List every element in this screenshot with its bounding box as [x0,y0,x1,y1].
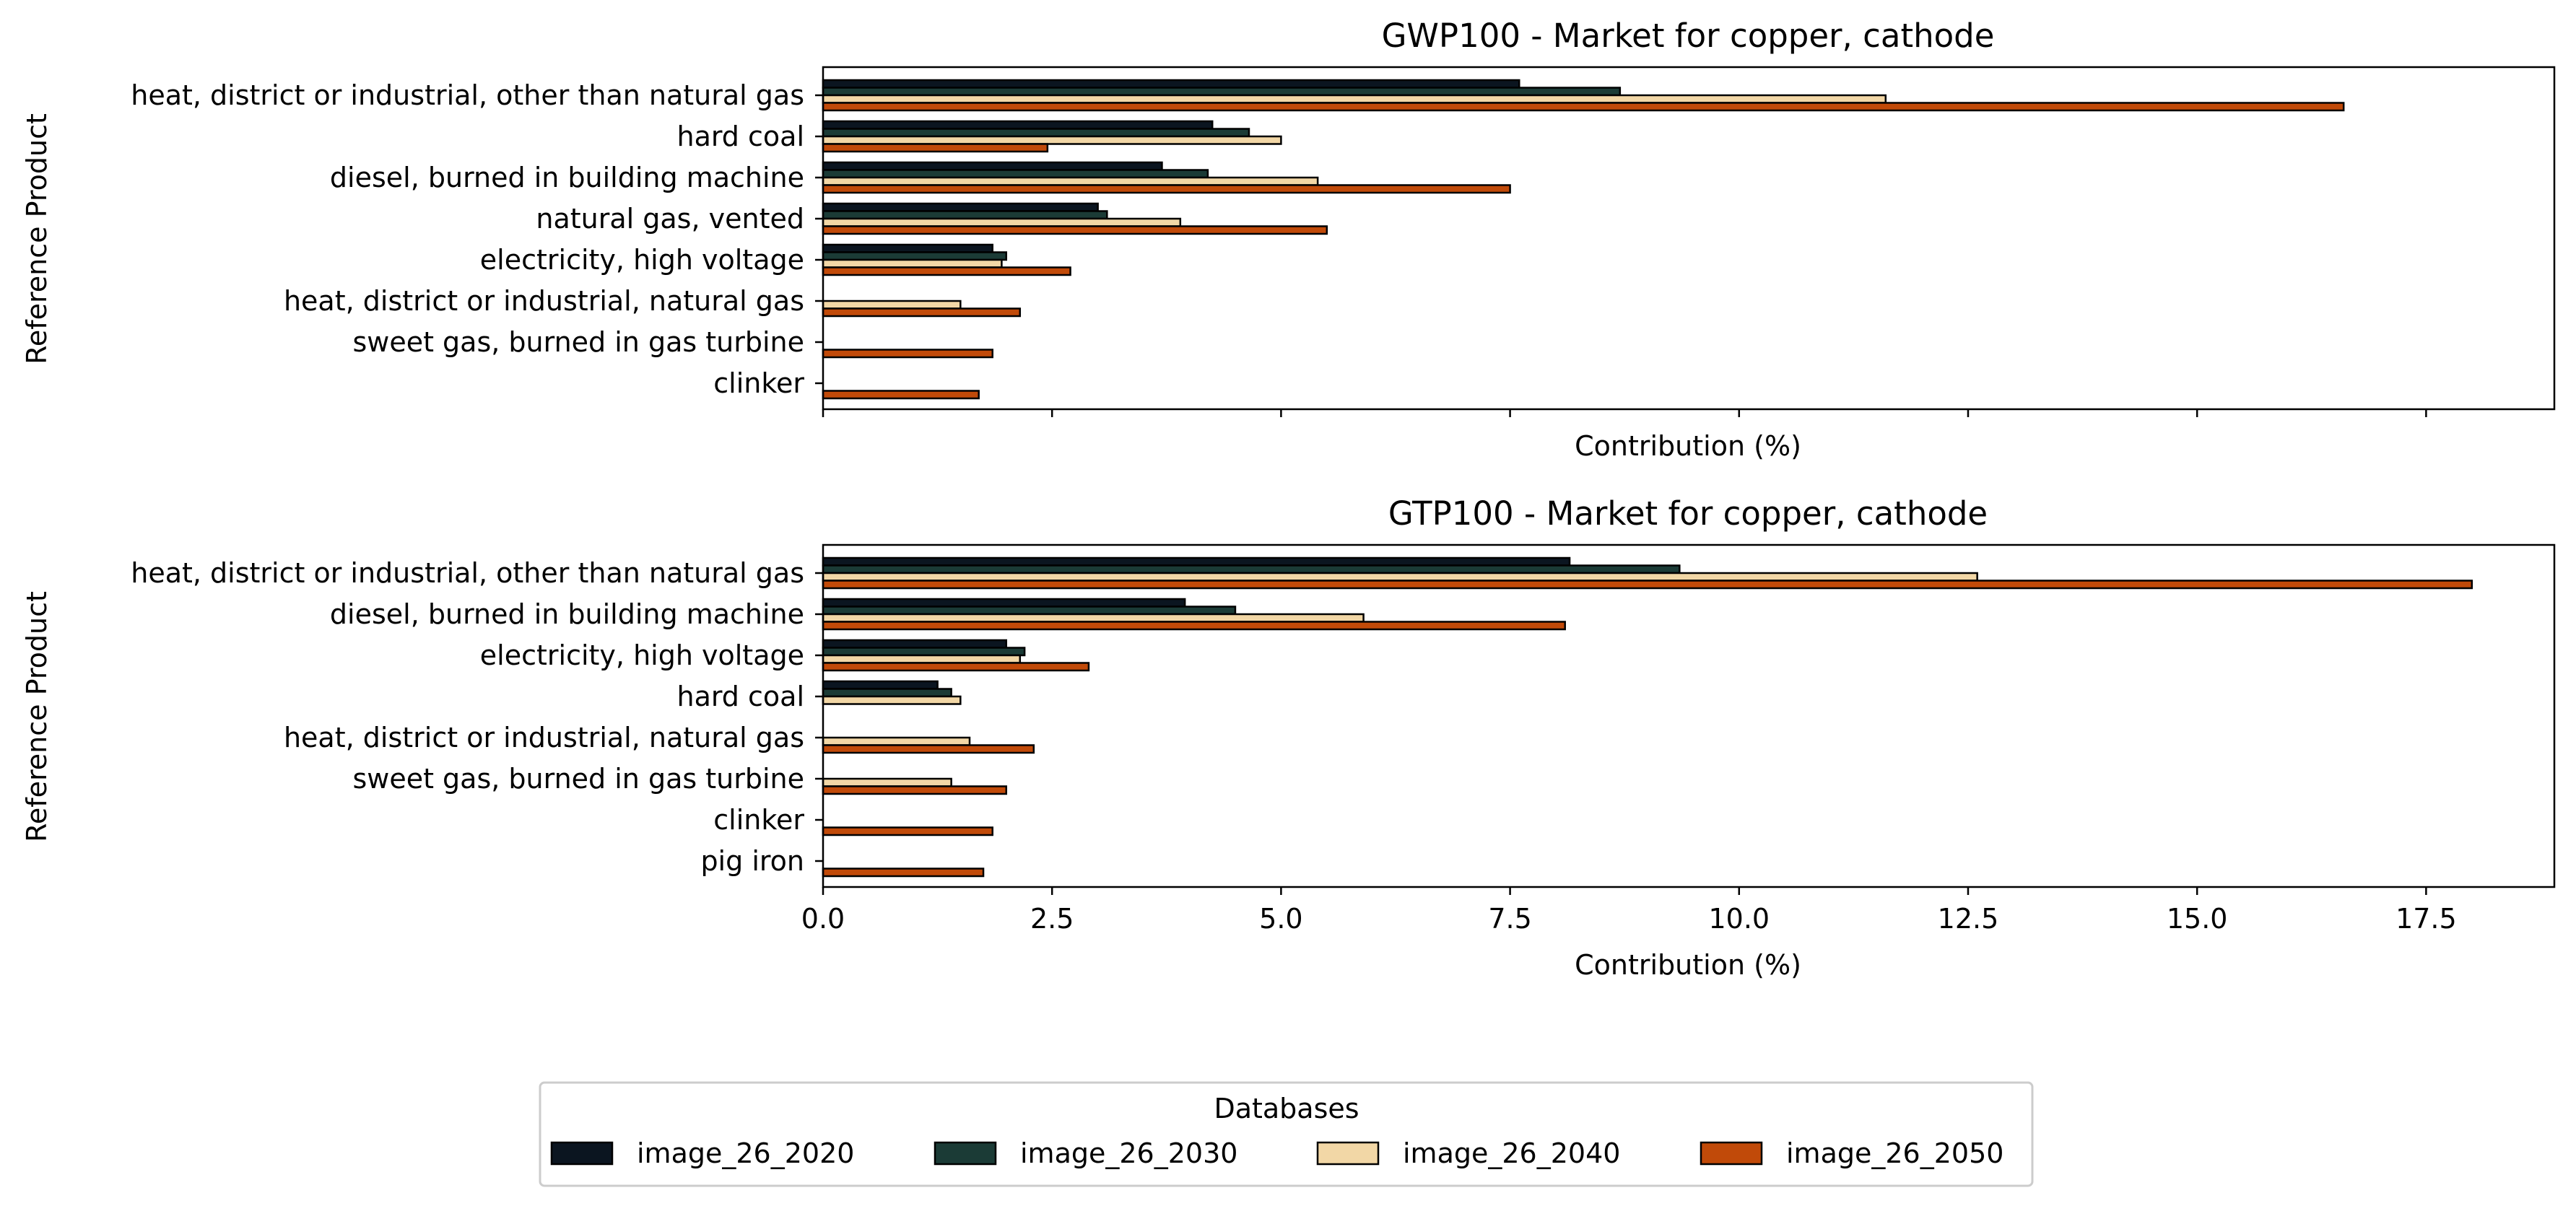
gtp100-subplot: GTP100 - Market for copper, cathode Refe… [21,494,2556,981]
bar-image-26-2050-heat-district-or-industrial-other-than-natural-gas [822,102,2345,112]
y-tick-label: clinker [713,367,804,399]
bar-image-26-2030-diesel-burned-in-building-machine [822,606,1237,616]
bar-image-26-2040-heat-district-or-industrial-other-than-natural-gas [822,94,1887,104]
bar-image-26-2030-hard-coal [822,128,1250,138]
bar-image-26-2050-electricity-high-voltage [822,662,1090,672]
y-axis-label: Reference Product [21,591,53,842]
bar-image-26-2050-hard-coal [822,143,1049,153]
legend-swatch-image-26-2040 [1316,1141,1380,1166]
legend-swatch-image-26-2050 [1700,1141,1763,1166]
bar-image-26-2050-natural-gas-vented [822,225,1328,235]
legend-label: image_26_2040 [1403,1137,1620,1169]
y-tick-label: heat, district or industrial, other than… [131,79,804,111]
bar-image-26-2040-electricity-high-voltage [822,258,1003,268]
bar-image-26-2020-heat-district-or-industrial-other-than-natural-gas [822,556,1571,567]
legend-swatch-image-26-2030 [934,1141,997,1166]
bar-image-26-2040-hard-coal [822,135,1282,145]
x-tick-label: 7.5 [1488,903,1531,935]
bar-image-26-2050-clinker [822,826,993,836]
bar-image-26-2050-heat-district-or-industrial-other-than-natural-gas [822,580,2473,590]
x-axis-label: Contribution (%) [1575,949,1801,981]
y-tick-label: hard coal [676,681,804,712]
bar-image-26-2020-hard-coal [822,680,939,690]
bar-image-26-2050-heat-district-or-industrial-natural-gas [822,744,1035,754]
bar-image-26-2020-hard-coal [822,120,1214,130]
y-tick-label: clinker [713,804,804,836]
y-axis-label: Reference Product [21,113,53,364]
y-tick-label: heat, district or industrial, natural ga… [284,722,804,753]
bar-image-26-2030-natural-gas-vented [822,210,1108,220]
legend-title: Databases [1214,1093,1359,1124]
bar-image-26-2050-heat-district-or-industrial-natural-gas [822,307,1022,318]
x-tick-label: 15.0 [2167,903,2228,935]
bar-image-26-2030-electricity-high-voltage [822,647,1026,657]
bar-image-26-2030-heat-district-or-industrial-other-than-natural-gas [822,564,1681,574]
bar-image-26-2050-clinker [822,390,980,400]
bar-image-26-2050-diesel-burned-in-building-machine [822,621,1566,631]
bar-image-26-2020-natural-gas-vented [822,202,1099,212]
x-tick-label: 5.0 [1259,903,1302,935]
bar-image-26-2020-diesel-burned-in-building-machine [822,598,1186,608]
bar-image-26-2020-electricity-high-voltage [822,243,993,253]
bar-image-26-2040-sweet-gas-burned-in-gas-turbine [822,777,952,787]
y-tick-label: pig iron [700,845,804,877]
legend-frame [539,1081,2034,1187]
gwp100-subplot: GWP100 - Market for copper, cathode Refe… [21,17,2556,462]
x-axis-label: Contribution (%) [1575,430,1801,462]
bar-image-26-2050-sweet-gas-burned-in-gas-turbine [822,785,1008,795]
bar-image-26-2040-electricity-high-voltage [822,654,1022,664]
bar-image-26-2040-heat-district-or-industrial-natural-gas [822,300,962,310]
bar-image-26-2040-natural-gas-vented [822,217,1182,227]
y-tick-label: hard coal [676,121,804,152]
y-tick-label: heat, district or industrial, natural ga… [284,285,804,317]
bar-image-26-2040-heat-district-or-industrial-other-than-natural-gas [822,572,1978,582]
y-tick-label: natural gas, vented [536,203,804,235]
y-tick-label: electricity, high voltage [480,639,804,671]
y-tick-label: sweet gas, burned in gas turbine [352,326,804,358]
x-tick-label: 17.5 [2396,903,2457,935]
legend-label: image_26_2030 [1020,1137,1237,1169]
x-tick-label: 10.0 [1708,903,1770,935]
bar-image-26-2020-electricity-high-voltage [822,639,1008,649]
bar-image-26-2050-diesel-burned-in-building-machine [822,184,1511,194]
bar-image-26-2030-hard-coal [822,688,952,698]
chart-title: GTP100 - Market for copper, cathode [1388,494,1988,533]
bar-image-26-2040-diesel-burned-in-building-machine [822,613,1365,623]
bar-image-26-2040-heat-district-or-industrial-natural-gas [822,736,971,746]
legend-swatch-image-26-2020 [550,1141,614,1166]
bar-image-26-2020-heat-district-or-industrial-other-than-natural-gas [822,79,1520,89]
legend: Databases image_26_2020 image_26_2030 imag… [539,1081,2034,1187]
y-tick-label: heat, district or industrial, other than… [131,557,804,589]
bar-image-26-2040-hard-coal [822,695,962,705]
bar-image-26-2040-diesel-burned-in-building-machine [822,176,1319,186]
axes-frame [822,66,2556,411]
bar-image-26-2050-electricity-high-voltage [822,266,1071,276]
bar-image-26-2030-diesel-burned-in-building-machine [822,169,1209,179]
bar-image-26-2020-diesel-burned-in-building-machine [822,161,1163,171]
legend-label: image_26_2020 [637,1137,854,1169]
bar-image-26-2050-pig-iron [822,868,985,878]
y-tick-label: sweet gas, burned in gas turbine [352,763,804,795]
y-tick-label: electricity, high voltage [480,244,804,276]
bar-image-26-2030-heat-district-or-industrial-other-than-natural-gas [822,87,1622,97]
axes-frame [822,543,2556,888]
bar-image-26-2030-electricity-high-voltage [822,251,1008,261]
bar-image-26-2050-sweet-gas-burned-in-gas-turbine [822,349,993,359]
chart-title: GWP100 - Market for copper, cathode [1382,17,1995,55]
y-tick-label: diesel, burned in building machine [330,162,804,193]
legend-label: image_26_2050 [1786,1137,2003,1169]
x-tick-label: 0.0 [801,903,845,935]
x-tick-label: 12.5 [1938,903,1999,935]
y-tick-label: diesel, burned in building machine [330,598,804,630]
x-tick-label: 2.5 [1030,903,1074,935]
